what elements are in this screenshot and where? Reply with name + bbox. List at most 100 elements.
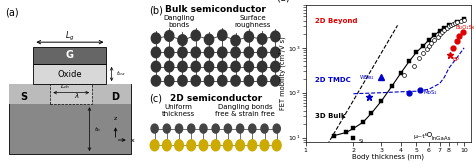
Circle shape (174, 140, 183, 151)
Text: Oxide: Oxide (58, 69, 82, 78)
Circle shape (231, 47, 240, 58)
Circle shape (212, 124, 219, 133)
Circle shape (237, 124, 244, 133)
Circle shape (204, 61, 214, 72)
Circle shape (164, 75, 174, 86)
Text: MoS₂: MoS₂ (423, 90, 437, 95)
Circle shape (218, 61, 227, 72)
Circle shape (178, 47, 187, 58)
Circle shape (231, 35, 240, 46)
Text: 2D Beyond: 2D Beyond (315, 18, 358, 24)
Circle shape (164, 47, 174, 58)
Circle shape (236, 140, 245, 151)
Circle shape (248, 140, 257, 151)
Circle shape (257, 75, 267, 86)
Circle shape (231, 61, 240, 72)
Text: Bi₂O₂Se: Bi₂O₂Se (456, 25, 474, 30)
Text: μ~t⁶: μ~t⁶ (414, 133, 428, 139)
Text: (d): (d) (276, 0, 290, 2)
Text: 2D TMDC: 2D TMDC (315, 77, 351, 83)
Circle shape (199, 140, 208, 151)
Circle shape (151, 75, 161, 86)
Text: Bulk semiconductor: Bulk semiconductor (165, 5, 266, 14)
Bar (50, 84, 92, 104)
Text: (b): (b) (149, 5, 163, 15)
Text: D: D (111, 92, 119, 102)
Text: $t_{ox}$: $t_{ox}$ (116, 70, 126, 78)
Circle shape (218, 30, 227, 41)
Circle shape (163, 124, 171, 133)
Circle shape (204, 75, 214, 86)
Circle shape (151, 124, 158, 133)
Circle shape (204, 47, 214, 58)
Circle shape (191, 61, 201, 72)
Circle shape (218, 75, 227, 86)
Text: $\lambda$: $\lambda$ (73, 91, 79, 100)
Circle shape (175, 124, 182, 133)
Circle shape (271, 61, 280, 72)
Circle shape (244, 75, 254, 86)
Circle shape (218, 47, 227, 58)
Text: InGaAs: InGaAs (431, 136, 451, 141)
Circle shape (151, 33, 161, 44)
Circle shape (163, 140, 171, 151)
Circle shape (188, 124, 195, 133)
Text: (a): (a) (5, 8, 18, 18)
Circle shape (260, 140, 269, 151)
Text: x: x (131, 137, 135, 142)
Text: Dangling
bonds: Dangling bonds (163, 16, 194, 29)
Text: S: S (21, 92, 28, 102)
Circle shape (257, 47, 267, 58)
Circle shape (273, 140, 281, 151)
Text: 3D Bulk: 3D Bulk (315, 113, 346, 119)
Circle shape (191, 30, 201, 41)
Text: G: G (66, 50, 74, 60)
Circle shape (204, 34, 214, 45)
Circle shape (200, 124, 207, 133)
X-axis label: Body thickness (nm): Body thickness (nm) (352, 154, 424, 160)
Text: BP: BP (452, 57, 459, 62)
Circle shape (271, 75, 280, 86)
Circle shape (191, 47, 201, 58)
Circle shape (178, 75, 187, 86)
Bar (33, 47, 106, 64)
Circle shape (187, 140, 196, 151)
Text: $t_b$: $t_b$ (94, 125, 101, 134)
Y-axis label: FET mobility (cm²/V s): FET mobility (cm²/V s) (279, 37, 286, 110)
Circle shape (244, 31, 254, 42)
Circle shape (150, 140, 159, 151)
Circle shape (164, 31, 174, 41)
Circle shape (164, 61, 174, 72)
Text: z: z (114, 116, 117, 121)
Text: $L_g$: $L_g$ (65, 30, 74, 43)
Circle shape (271, 31, 280, 42)
Circle shape (231, 75, 240, 86)
Circle shape (191, 75, 201, 86)
Text: WSe₂: WSe₂ (360, 75, 374, 80)
Circle shape (244, 47, 254, 58)
Circle shape (224, 124, 231, 133)
Text: Si: Si (358, 139, 364, 144)
Circle shape (211, 140, 220, 151)
Circle shape (271, 47, 280, 58)
Circle shape (273, 124, 280, 133)
Circle shape (224, 140, 232, 151)
Text: Dangling bonds
free & strain free: Dangling bonds free & strain free (215, 104, 275, 117)
Circle shape (244, 61, 254, 72)
Text: Uniform
thickness: Uniform thickness (162, 104, 195, 117)
Circle shape (151, 47, 161, 58)
Circle shape (151, 61, 161, 72)
Text: 2D semiconductor: 2D semiconductor (170, 94, 262, 103)
Bar (9, 84, 131, 154)
Circle shape (257, 61, 267, 72)
Bar (9, 84, 131, 104)
Text: $L_{ch}$: $L_{ch}$ (60, 82, 70, 91)
Circle shape (261, 124, 268, 133)
Circle shape (257, 34, 267, 44)
Text: (c): (c) (149, 93, 162, 103)
Text: Surface
roughness: Surface roughness (235, 16, 271, 29)
Circle shape (249, 124, 256, 133)
Circle shape (178, 61, 187, 72)
Bar (33, 64, 106, 84)
Circle shape (178, 35, 187, 45)
